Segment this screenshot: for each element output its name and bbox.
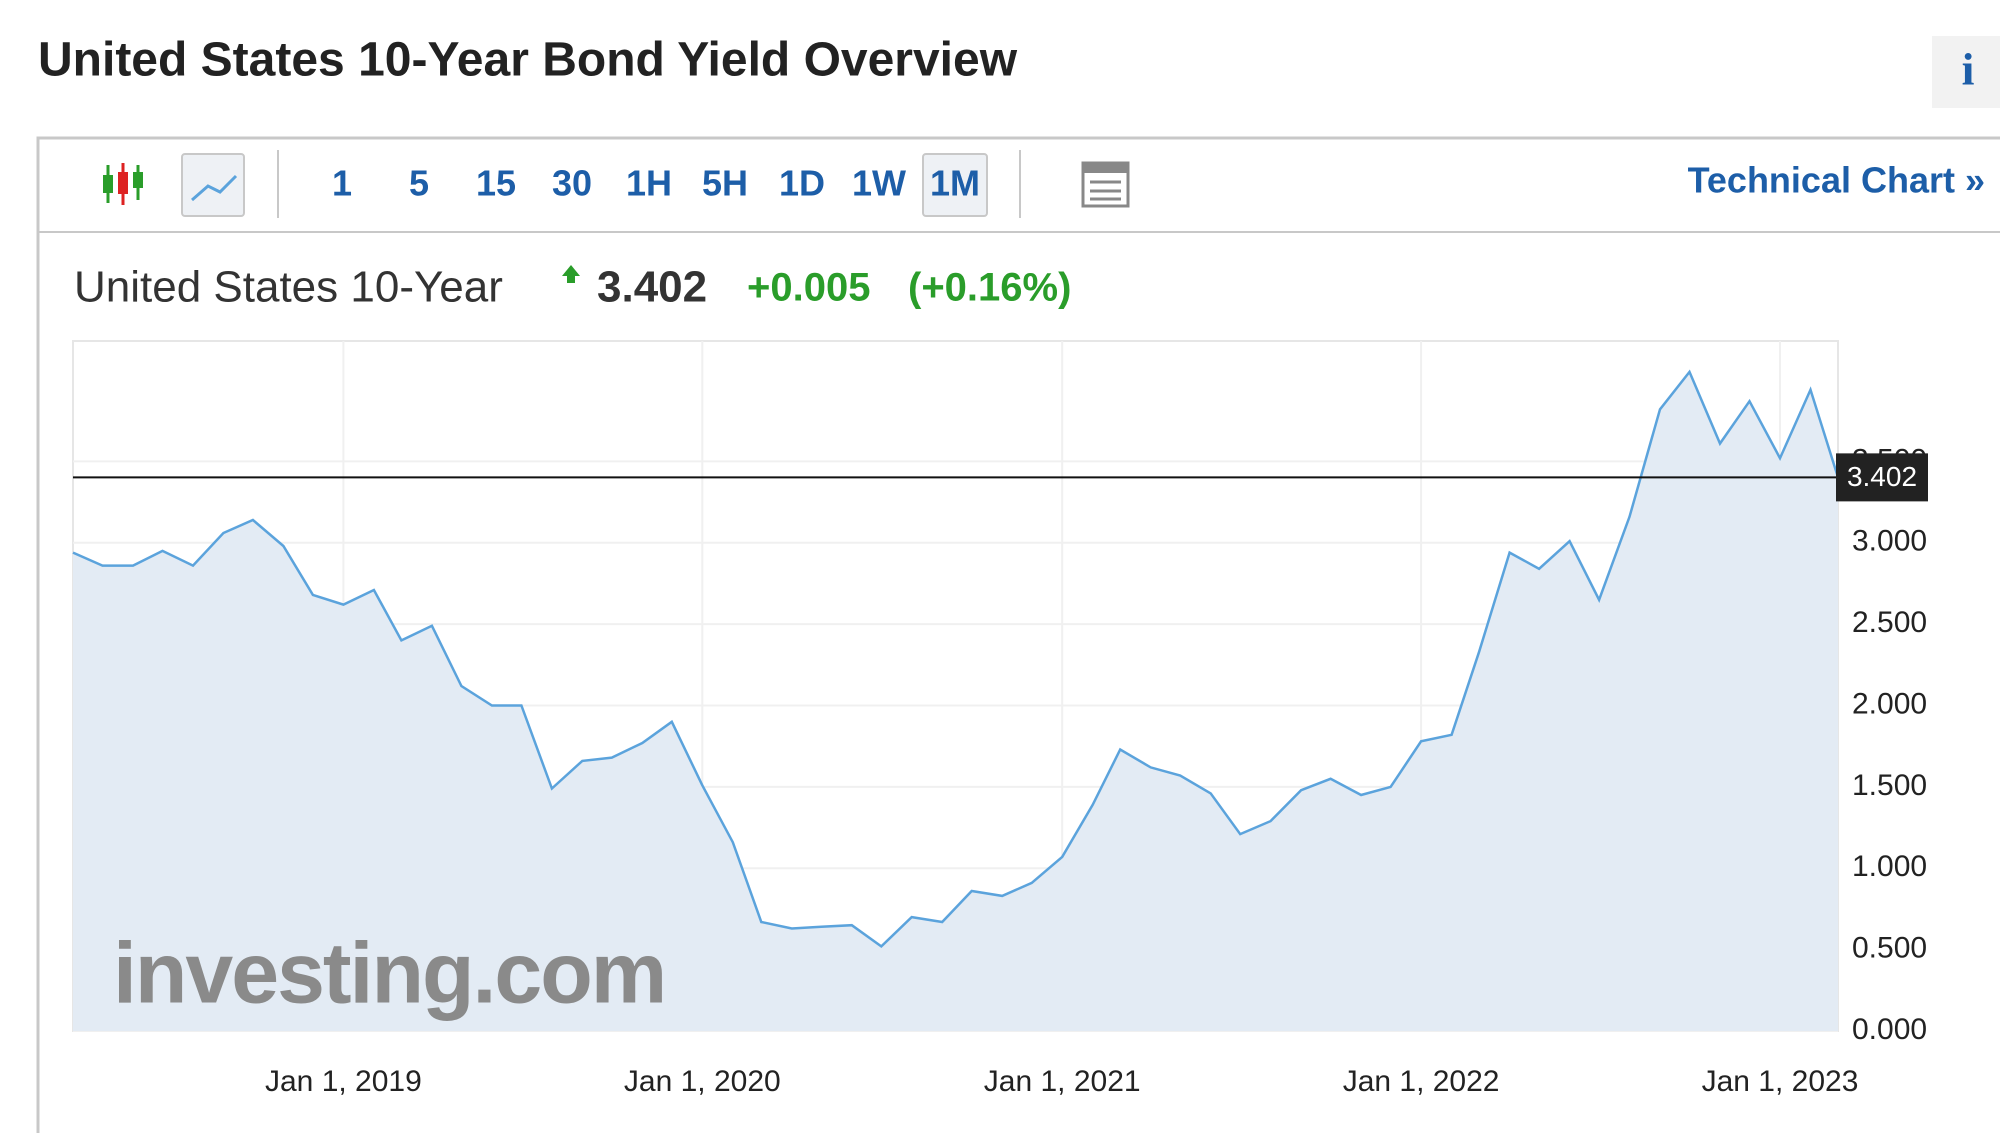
interval-button[interactable]: 5H [702,163,748,204]
change-percent: (+0.16%) [908,266,1071,310]
area [73,371,1838,1031]
info-icon: i [1962,44,1975,95]
x-tick-label: Jan 1, 2023 [1702,1065,1859,1098]
change: +0.005 [747,266,870,310]
y-tick-label: 1.000 [1852,850,1927,883]
interval-button[interactable]: 30 [552,163,592,204]
table-button[interactable] [1081,161,1130,208]
interval-button[interactable]: 1 [332,163,352,204]
line-chart-button[interactable] [181,153,245,217]
info-button[interactable] [1932,36,2000,108]
candlestick-button[interactable] [103,163,143,205]
price-label-box [1836,453,1928,502]
x-tick-label: Jan 1, 2022 [1343,1065,1500,1098]
x-tick-label: Jan 1, 2019 [265,1065,422,1098]
interval-button[interactable]: 5 [409,163,429,204]
x-tick-label: Jan 1, 2021 [984,1065,1141,1098]
interval-button[interactable]: 1W [852,163,906,204]
y-tick-label: 3.000 [1852,525,1927,558]
up-arrow [562,265,580,283]
price-label: 3.402 [1847,461,1917,492]
y-tick-label: 1.500 [1852,769,1927,802]
y-tick-label: 2.000 [1852,687,1927,720]
y-tick-label: 0.500 [1852,932,1927,965]
x-tick-label: Jan 1, 2020 [624,1065,781,1098]
watermark: investing.com [113,926,665,1022]
y-tick-label: 0.000 [1852,1013,1927,1046]
line [72,369,1840,949]
interval-button[interactable]: 1D [779,163,825,204]
price: 3.402 [597,263,707,312]
interval-button[interactable]: 1H [626,163,672,204]
interval-button[interactable]: 1M [930,163,980,204]
instrument-name: United States 10-Year [74,263,503,312]
panel-border [36,136,2000,1133]
technical-chart-link[interactable]: Technical Chart » [1688,160,1985,201]
y-tick-label: 2.500 [1852,606,1927,639]
interval-button[interactable]: 15 [476,163,516,204]
selected-interval [922,153,988,217]
page-title: United States 10-Year Bond Yield Overvie… [38,34,1018,87]
